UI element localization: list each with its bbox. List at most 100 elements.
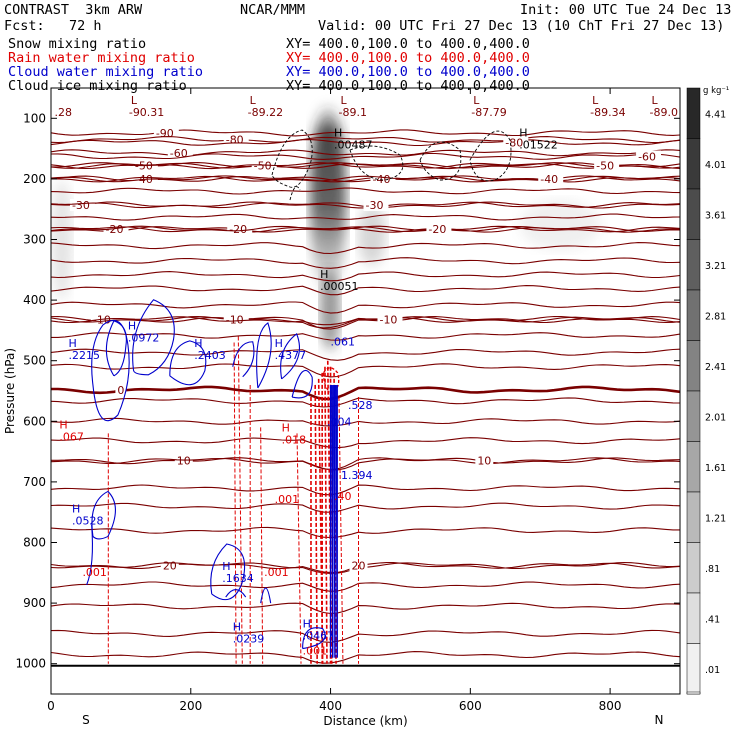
temperature-contour <box>51 457 680 471</box>
max-value-label: .2215 <box>68 349 100 362</box>
cloud-ice-contour <box>271 129 313 188</box>
x-axis-label: Distance (km) <box>323 714 407 728</box>
y-tick-label: 400 <box>23 293 46 307</box>
rain-contour <box>233 342 237 664</box>
temperature-contour <box>51 242 680 255</box>
colorbar-label: 2.81 <box>705 311 726 322</box>
cloud-water-contour <box>256 322 272 389</box>
cloud-ice-contour <box>349 145 404 181</box>
max-marker: H <box>275 337 283 350</box>
temperature-contour <box>51 162 680 170</box>
colorbar-label: 4.01 <box>705 160 726 171</box>
temperature-contour <box>51 129 680 137</box>
contour-label-bg <box>538 172 564 185</box>
colorbar-segment <box>686 138 701 190</box>
header-fcst: Fcst: 72 h <box>4 18 102 34</box>
legend-rain: Rain water mixing ratio <box>8 50 195 66</box>
y-tick-label: 1000 <box>15 657 46 671</box>
temperature-contour <box>51 417 680 427</box>
max-value-label: .0239 <box>233 632 265 645</box>
contour-label-bg <box>594 159 620 172</box>
contour-label-bg <box>370 172 396 185</box>
x-tick-label: 600 <box>459 699 482 713</box>
temperature-contour <box>51 175 680 183</box>
low-marker: L <box>250 94 257 107</box>
top-temperature-label: -89.22 <box>248 106 283 119</box>
temperature-label: -60 <box>638 150 656 163</box>
max-marker: H <box>222 560 230 573</box>
cloud-water-contour <box>86 524 94 586</box>
contour-label-bg <box>377 313 403 326</box>
max-marker: H <box>68 337 76 350</box>
rain-contour <box>237 336 243 664</box>
temperature-contour <box>51 457 680 471</box>
y-tick-label: 100 <box>23 111 46 125</box>
header-center: NCAR/MMM <box>240 2 306 18</box>
rain-contour <box>322 367 340 394</box>
contour-label-bg <box>153 126 179 139</box>
x-tick-label: 800 <box>599 699 622 713</box>
max-value-label: .001 <box>264 566 289 579</box>
x-end-label-south: S <box>82 713 90 727</box>
y-tick-label: 300 <box>23 233 46 247</box>
cloud-water-contour <box>260 587 272 604</box>
temperature-label: -10 <box>226 313 244 326</box>
max-value-label: .0467 <box>303 629 335 642</box>
colorbar-segment <box>686 491 701 543</box>
contour-label-bg <box>174 454 193 467</box>
cloud-water-contour <box>210 543 246 601</box>
cloud-water-contour <box>132 299 175 376</box>
max-marker: H <box>128 319 136 332</box>
colorbar-segment <box>686 592 701 644</box>
max-value-label: .2403 <box>194 349 226 362</box>
temperature-label: -20 <box>229 223 247 236</box>
x-tick-label: 400 <box>319 699 342 713</box>
max-value-label: .001 <box>82 566 107 579</box>
max-value-label: .061 <box>331 336 356 349</box>
low-marker: L <box>652 94 659 107</box>
temperature-contour <box>51 315 680 326</box>
temperature-contour <box>51 602 680 615</box>
cloud-water-contour <box>302 627 326 650</box>
temperature-contour <box>51 385 680 401</box>
colorbar-segment <box>686 643 701 695</box>
rain-contour <box>260 427 264 664</box>
max-marker: H <box>59 419 67 432</box>
cloud-water-contour <box>225 588 247 598</box>
temperature-contour <box>51 348 680 361</box>
colorbar-unit: g kg⁻¹ <box>703 86 729 96</box>
temperature-contour <box>51 315 680 330</box>
contour-label-bg <box>636 150 662 163</box>
temperature-contour <box>51 139 680 147</box>
max-value-label: .40 <box>334 490 352 503</box>
contour-label-bg <box>69 198 95 211</box>
legend-cloud-ice-xy: XY= 400.0,100.0 to 400.0,400.0 <box>286 78 530 94</box>
cloud-water-contour <box>91 490 116 540</box>
temperature-contour <box>51 581 680 592</box>
contour-label-bg <box>227 223 253 236</box>
max-value-label: .0972 <box>128 331 160 344</box>
top-temperature-label: -87.79 <box>471 106 506 119</box>
temperature-contour <box>51 651 680 664</box>
top-temperature-label: -90.31 <box>129 106 164 119</box>
y-tick-label: 900 <box>23 596 46 610</box>
colorbar-label: .81 <box>705 564 720 575</box>
cloud-water-contour <box>232 341 255 378</box>
max-marker: H <box>334 127 342 140</box>
header-title: CONTRAST 3km ARW <box>4 2 143 18</box>
max-value-label: .004 <box>327 416 352 429</box>
cloud-water-contour <box>91 320 130 422</box>
max-marker: H <box>194 337 202 350</box>
temperature-label: 10 <box>477 455 491 468</box>
temperature-contour <box>51 397 680 408</box>
colorbar-label: 4.41 <box>705 109 726 120</box>
max-value-label: .00051 <box>320 280 359 293</box>
temperature-contour <box>51 225 680 233</box>
top-temperature-label: -89.1 <box>339 106 367 119</box>
colorbar-label: 1.61 <box>705 463 726 474</box>
temperature-contour <box>51 175 680 183</box>
max-value-label: 1.394 <box>341 469 373 482</box>
plot-frame <box>50 87 681 695</box>
low-marker: L <box>131 94 138 107</box>
temperature-label: -80 <box>226 134 244 147</box>
